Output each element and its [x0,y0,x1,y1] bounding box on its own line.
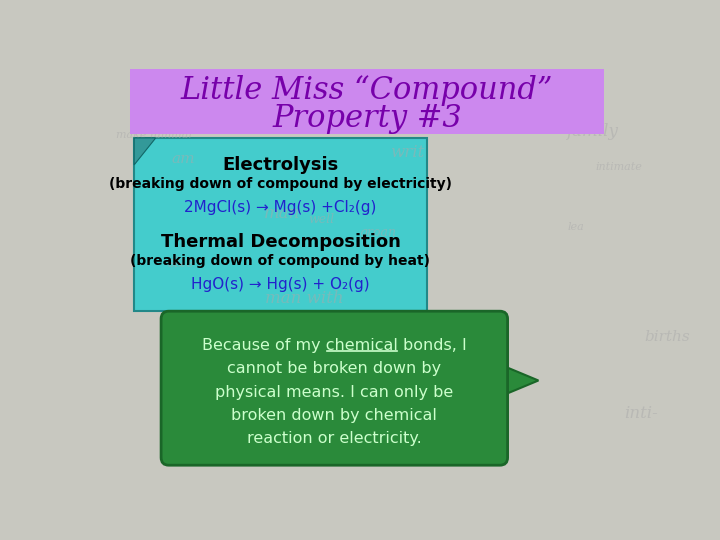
FancyBboxPatch shape [134,138,427,311]
Text: man with: man with [265,290,343,307]
Text: well: well [308,213,334,226]
Text: births: births [644,330,690,344]
Text: Thermal Decomposition: Thermal Decomposition [161,233,400,251]
Text: (breaking down of compound by heat): (breaking down of compound by heat) [130,254,431,268]
Text: per: per [261,416,285,430]
Polygon shape [490,361,500,400]
Text: man: man [264,205,300,222]
Polygon shape [134,138,156,165]
Text: Because of my chemical bonds, I: Because of my chemical bonds, I [202,339,467,353]
Text: 2MgCl(s) → Mg(s) +Cl₂(g): 2MgCl(s) → Mg(s) +Cl₂(g) [184,200,377,215]
Text: inti-: inti- [625,405,658,422]
Text: lea: lea [567,222,585,232]
Text: cannot be broken down by: cannot be broken down by [228,361,441,376]
Text: broken down by chemical: broken down by chemical [231,408,437,423]
Text: ulti: ulti [454,329,472,339]
Text: domestic: domestic [248,394,330,412]
Text: reaction or electricity.: reaction or electricity. [247,431,422,445]
Text: physical means. I can only be: physical means. I can only be [215,384,454,400]
Text: Little Miss “Compound”: Little Miss “Compound” [181,75,554,106]
Text: groan: groan [360,226,397,239]
Text: size: size [168,256,195,271]
Polygon shape [492,361,539,400]
FancyBboxPatch shape [130,69,604,134]
Text: Property #3: Property #3 [272,103,462,134]
Text: aceremonious: aceremonious [201,409,280,419]
Text: intimate: intimate [595,163,642,172]
Text: leaving: leaving [310,437,351,447]
Text: family: family [566,124,618,140]
Text: pal: pal [217,390,241,404]
Text: Electrolysis: Electrolysis [222,156,338,174]
Text: HgO(s) → Hg(s) + O₂(g): HgO(s) → Hg(s) + O₂(g) [191,276,370,292]
Text: (breaking down of compound by electricity): (breaking down of compound by electricit… [109,177,452,191]
Text: make familiar: make familiar [117,130,194,140]
Text: am: am [172,152,196,166]
FancyBboxPatch shape [161,311,508,465]
Text: attir: attir [323,439,362,457]
Text: attending: attending [161,348,235,362]
Text: writ: writ [390,144,424,161]
